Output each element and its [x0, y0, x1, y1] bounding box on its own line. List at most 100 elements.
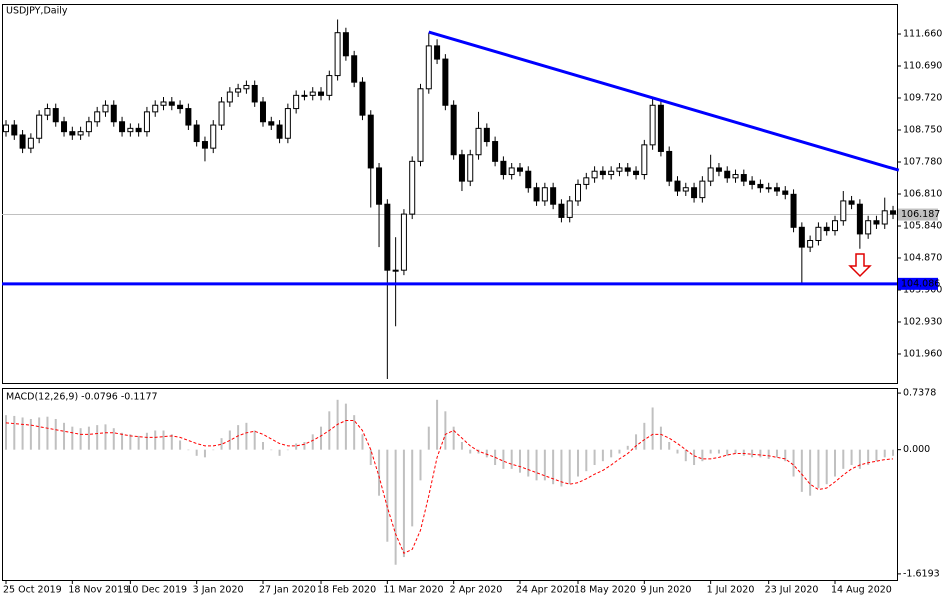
candle-body [740, 174, 747, 182]
macd-bar [96, 425, 99, 450]
macd-bar [759, 449, 762, 458]
y-tick-label: 103.900 [903, 284, 942, 295]
macd-bar [668, 442, 671, 450]
macd-bar [38, 417, 41, 450]
y-tick-label: 110.690 [903, 61, 942, 72]
candle-body [865, 220, 872, 235]
macd-bar [303, 442, 306, 450]
macd-bar [278, 449, 281, 456]
candle-body [376, 167, 383, 205]
candle-body [881, 210, 888, 225]
candle-body [77, 131, 84, 136]
y-tick-label: 106.810 [903, 188, 942, 199]
candle-body [533, 187, 540, 202]
candle-body [832, 220, 838, 232]
macd-bar [286, 449, 289, 451]
macd-bar [593, 449, 596, 466]
macd-bar [13, 415, 16, 450]
candle-body [641, 144, 648, 176]
x-tick-label: 3 Jan 2020 [193, 585, 244, 596]
y-tick-label: 102.930 [903, 316, 942, 327]
macd-bar [137, 435, 140, 450]
candle-body [400, 213, 407, 271]
candle-body [168, 101, 175, 106]
candle-body [226, 91, 233, 103]
candle-body [616, 167, 623, 172]
macd-bar [162, 430, 165, 450]
candle-body [873, 220, 880, 225]
current-price-box [898, 208, 938, 221]
macd-bar [121, 432, 124, 450]
macd-bar [734, 449, 737, 454]
y-tick-label: 105.840 [903, 220, 942, 231]
candle-body [566, 200, 573, 218]
macd-bar [295, 443, 298, 450]
candle-body [259, 101, 266, 123]
candle-body [458, 154, 465, 182]
macd-bar [427, 426, 430, 450]
macd-bar [485, 449, 488, 458]
candle-body [177, 104, 184, 110]
macd-bar [29, 418, 32, 450]
macd-bar [717, 449, 720, 454]
candle-body [699, 180, 706, 199]
y-tick-label: -1.6193 [903, 568, 940, 579]
candle-body [69, 131, 76, 136]
candle-body [442, 58, 449, 106]
current-price-label: 106.187 [901, 209, 940, 220]
macd-bar [71, 426, 74, 450]
macd-bar [378, 449, 381, 496]
macd-bar [527, 449, 530, 477]
candle-body [417, 88, 424, 162]
macd-bar [892, 449, 895, 456]
candle-body [251, 84, 258, 103]
macd-bar [460, 442, 463, 450]
candle-body [757, 183, 764, 189]
candle-body [657, 104, 664, 152]
x-tick-label: 18 Feb 2020 [317, 585, 376, 596]
y-tick-label: 109.720 [903, 93, 942, 104]
candle-body [201, 141, 208, 149]
macd-bar [867, 449, 870, 466]
candle-body [218, 101, 225, 126]
macd-bar [179, 440, 182, 450]
candle-body [782, 190, 789, 195]
macd-bar [610, 449, 613, 458]
x-tick-label: 27 Jan 2020 [259, 585, 316, 596]
macd-bar [552, 449, 555, 485]
candle-body [11, 124, 18, 136]
macd-bar [245, 422, 248, 450]
macd-bar [21, 417, 24, 450]
candle-body [890, 210, 897, 215]
candle-body [856, 203, 863, 235]
y-tick-label: 101.960 [903, 348, 942, 359]
x-tick-label: 25 Oct 2019 [3, 585, 62, 596]
macd-bar [585, 449, 588, 472]
macd-bar [212, 449, 215, 451]
macd-bar [577, 449, 580, 477]
candle-body [3, 124, 9, 133]
candle-body [94, 111, 101, 123]
candle-body [284, 108, 291, 139]
macd-bar [419, 449, 422, 481]
macd-bar [560, 449, 563, 487]
support-label: 104.086 [901, 278, 940, 289]
candle-body [52, 108, 59, 123]
candle-body [732, 174, 739, 179]
macd-bar [203, 449, 206, 458]
candle-body [624, 167, 631, 172]
macd-bar [361, 434, 364, 450]
candle-body [392, 269, 399, 272]
candle-body [268, 121, 275, 126]
candle-body [193, 124, 200, 143]
macd-bar [112, 428, 115, 450]
candle-body [575, 183, 582, 202]
candle-body [185, 108, 192, 126]
candle-body [525, 170, 532, 189]
candle-body [19, 134, 26, 149]
candle-body [334, 32, 341, 77]
macd-bar [261, 442, 264, 450]
macd-bar [154, 430, 157, 450]
chart-title: USDJPY,Daily [6, 6, 68, 17]
